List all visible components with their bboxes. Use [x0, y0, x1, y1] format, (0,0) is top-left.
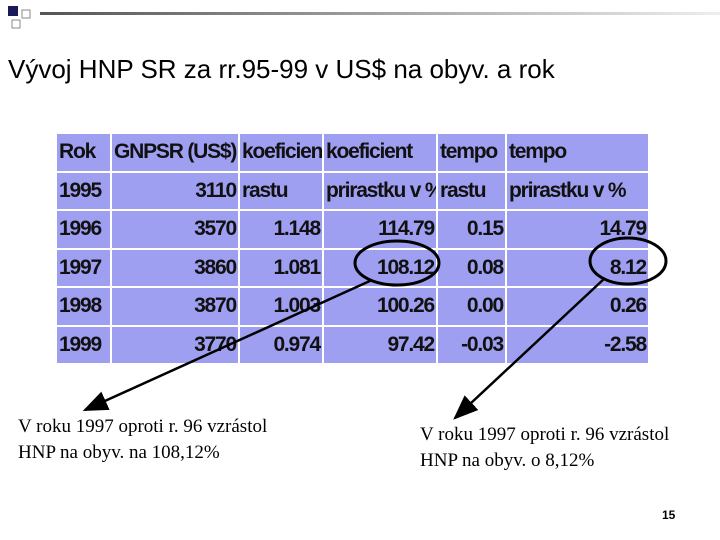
table-cell: tempo: [436, 132, 507, 173]
table-cell: 3770: [110, 324, 240, 365]
table-cell: prirastku v %: [505, 170, 650, 211]
table-cell: 1995: [55, 170, 112, 211]
table-cell: 1998: [55, 286, 112, 327]
square: [21, 9, 31, 19]
title: Vývoj HNP SR za rr.95-99 v US$ na obyv. …: [8, 54, 555, 84]
table-cell: 1.003: [238, 286, 324, 327]
table-cell: 1996: [55, 209, 112, 250]
note: V roku 1997 oproti r. 96 vzrástol HNP na…: [420, 424, 670, 471]
table-cell: tempo: [505, 132, 650, 173]
table-row: 1998 3870 1.003 100.26 0.00 0.26: [55, 286, 650, 327]
table-cell: Rok: [55, 132, 112, 173]
table-cell: 3110: [110, 170, 240, 211]
table-cell: 97.42: [322, 324, 438, 365]
table-row: Rok GNPSR (US$) koeficient koeficient tempo t…: [55, 132, 650, 173]
table-row: 1996 3570 1.148 114.79 0.15 14.79: [55, 209, 650, 250]
table-cell: koeficient: [238, 132, 324, 173]
table-cell: -2.58: [505, 324, 650, 365]
table-cell: rastu: [238, 170, 324, 211]
table-cell: 1.081: [238, 247, 324, 288]
arrow: [453, 277, 606, 420]
table-cell: rastu: [436, 170, 507, 211]
table-cell: 0.974: [238, 324, 324, 365]
table-cell: 0.15: [436, 209, 507, 250]
table-cell: -0.03: [436, 324, 507, 365]
table-cell: GNPSR (US$): [110, 132, 240, 173]
table-cell: 14.79: [505, 209, 650, 250]
table-cell: 1997: [55, 247, 112, 288]
square: [8, 6, 18, 16]
table-cell: 108.12: [322, 247, 438, 288]
table-cell: 1.148: [238, 209, 324, 250]
table-cell: 0.00: [436, 286, 507, 327]
table-cell: 3860: [110, 247, 240, 288]
rule: [40, 12, 720, 15]
table-cell: 8.12: [505, 247, 650, 288]
page-number: 15: [662, 508, 676, 522]
table-row: 1999 3770 0.974 97.42 -0.03 -2.58: [55, 324, 650, 365]
table-cell: koeficient: [322, 132, 438, 173]
arrow: [82, 278, 373, 412]
table-cell: 3870: [110, 286, 240, 327]
table: Rok GNPSR (US$) koeficient koeficient tempo t…: [55, 132, 650, 365]
table-cell: 1999: [55, 324, 112, 365]
table-cell: 3570: [110, 209, 240, 250]
note: V roku 1997 oproti r. 96 vzrástol HNP na…: [18, 416, 268, 463]
square: [11, 19, 21, 29]
table-row: 1997 3860 1.081 108.12 0.08 8.12: [55, 247, 650, 288]
highlight: [588, 236, 668, 286]
table-row: 1995 3110 rastu prirastku v % rastu prirastku…: [55, 170, 650, 211]
table-cell: 0.26: [505, 286, 650, 327]
highlight: [353, 239, 441, 287]
table-cell: prirastku v %: [322, 170, 438, 211]
